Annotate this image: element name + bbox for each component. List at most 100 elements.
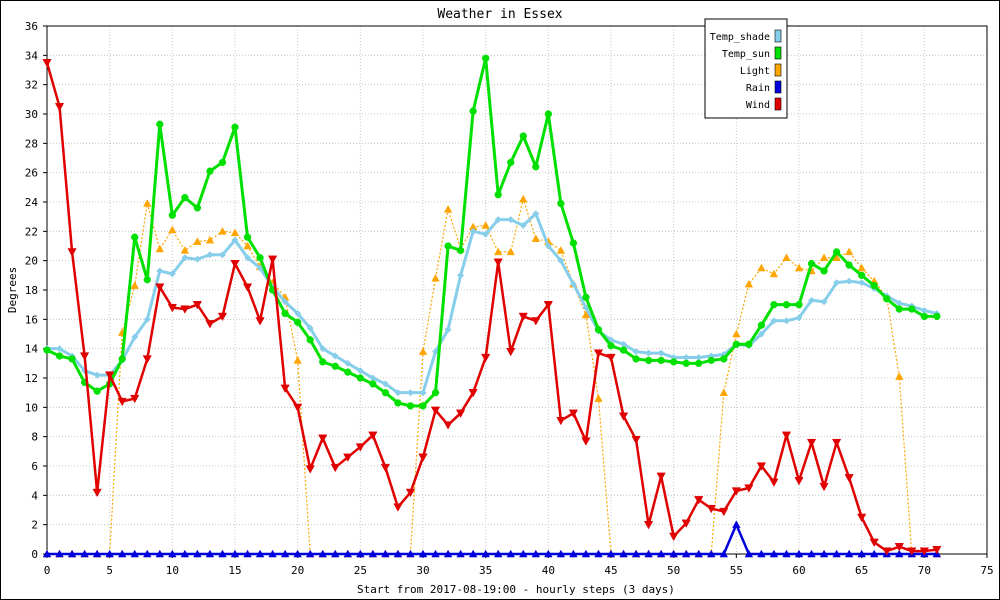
series-wind-point [293,403,303,413]
series-rain-point [168,549,177,558]
series-light-point [218,227,227,235]
series-temp-shade-point [469,227,477,235]
series-temp-sun-point [143,276,151,284]
series-light-point [819,253,829,262]
y-tick-label: 12 [25,372,38,385]
series-rain-point [431,549,440,558]
series-wind-point [756,462,767,471]
series-rain-point [255,549,265,558]
series-rain-point [819,549,829,558]
legend-swatch [774,63,782,77]
series-rain-point [807,549,816,558]
x-tick-label: 60 [792,564,805,577]
series-light-line [47,198,937,555]
series-rain-point [117,549,127,558]
series-rain-point [193,549,202,558]
y-tick-label: 20 [25,255,38,268]
x-tick-label: 10 [166,564,179,577]
series-light-point [757,263,766,272]
series-rain-point [493,549,503,558]
series-wind-point [481,353,491,363]
series-wind-point [443,421,453,430]
series-temp-shade [43,210,941,397]
series-temp-sun-line [46,56,937,408]
series-light-point [205,235,215,244]
series-rain-point [343,549,353,558]
series-rain-point [143,549,152,558]
series-temp-sun-point [908,305,916,313]
series-wind-point [167,303,177,313]
series-temp-sun-point [156,120,164,128]
series-rain-point [719,549,729,558]
series-rain-point [468,549,478,558]
x-tick-label: 40 [542,564,555,577]
series-temp-shade-point [532,210,540,218]
series-temp-shade-point [820,298,828,306]
series-wind-point [531,317,541,326]
y-tick-label: 34 [25,49,39,62]
series-rain-point [105,549,114,558]
series-wind-point [769,478,779,487]
series-temp-shade-point [569,280,577,288]
y-tick-label: 6 [31,460,38,473]
series-wind-point [255,317,265,326]
series-rain-point [619,549,628,558]
series-rain-point [80,549,89,558]
series-temp-shade-point [770,317,778,325]
series-temp-shade-point [406,389,415,397]
series-temp-sun-point [43,346,51,354]
series-wind-point [781,431,792,440]
x-tick-label: 45 [604,564,617,577]
series-temp-sun-point [720,355,728,363]
series-rain-line [47,523,937,556]
legend-swatch [774,46,782,60]
series-temp-shade-point [243,254,252,262]
series-rain-point [130,549,139,558]
series-rain-point [393,549,403,558]
series-temp-sun-point [795,301,803,309]
series-temp-shade-point [319,345,327,353]
series-temp-sun-point [644,356,653,365]
series-rain-point [456,549,465,558]
series-temp-sun-point [569,239,578,247]
series-temp-sun-point [93,387,101,395]
series-temp-sun-point [670,358,678,366]
series-wind-point [643,521,654,530]
y-tick-label: 22 [25,225,38,238]
series-light-point [431,273,440,282]
series-rain-point [832,549,841,558]
series-wind-point [694,496,704,505]
series-wind-point [744,484,754,493]
series-wind-point [543,301,553,310]
series-temp-shade-point [156,267,164,275]
series-rain-point [293,549,302,558]
series-temp-sun-point [319,358,327,366]
series-rain-point [631,549,641,558]
series-wind-point [192,301,203,310]
series-temp-sun-point [532,163,540,171]
series-temp-shade-point [381,380,389,388]
series-temp-sun-point [507,158,515,167]
y-tick-label: 32 [25,79,38,92]
series-wind-point [731,487,741,496]
series-rain-point [230,549,240,558]
chart-title: Weather in Essex [437,7,562,22]
series-rain-point [606,549,616,558]
series-temp-shade-point [55,345,64,353]
series-rain-point [644,549,653,558]
y-tick-label: 14 [25,343,39,356]
series-temp-sun-point [256,254,264,262]
x-axis-title: Start from 2017-08-19:00 - hourly steps … [357,583,675,596]
series-light-point [782,253,791,262]
series-temp-shade-point [143,315,151,323]
series-light-point [732,329,741,338]
legend-swatch [774,29,782,43]
series-temp-shade-point [845,277,853,285]
series-wind-point [318,434,328,443]
x-tick-label: 35 [479,564,492,577]
series-rain-point [155,549,165,558]
series-rain [42,520,942,558]
series-temp-sun-point [632,355,640,363]
series-rain-point [180,549,190,558]
series-temp-sun-point [519,132,527,140]
